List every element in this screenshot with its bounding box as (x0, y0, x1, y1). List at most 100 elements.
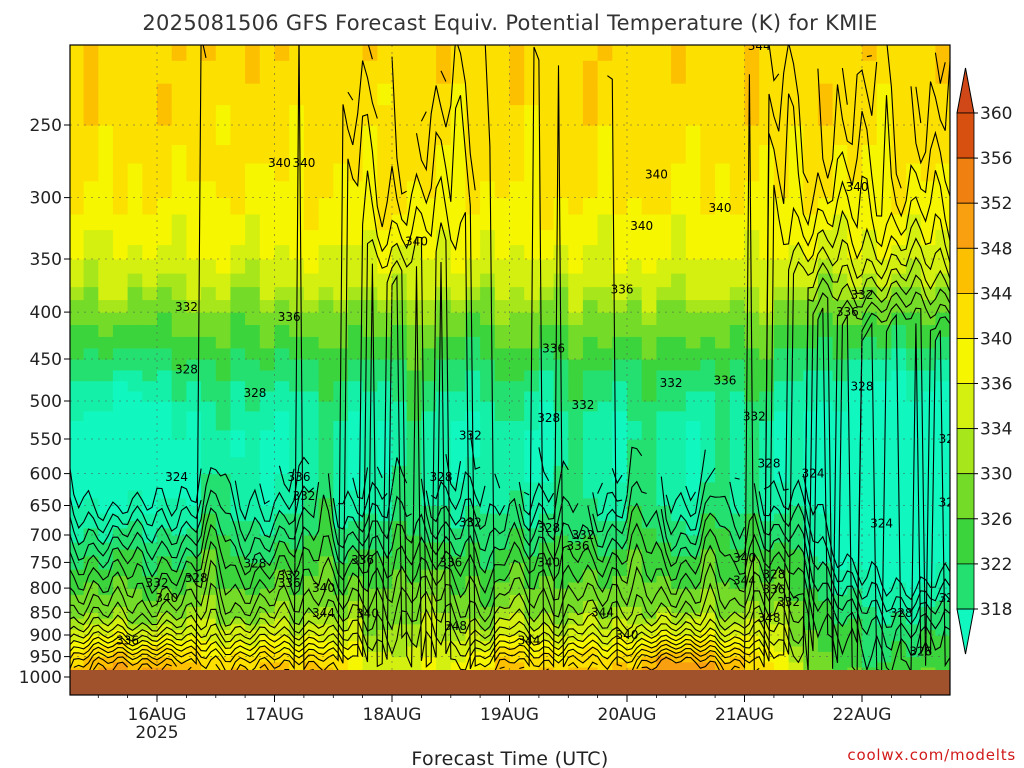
fill-cell (201, 401, 217, 412)
fill-cell (274, 581, 290, 589)
fill-cell (347, 104, 364, 126)
fill-cell (744, 324, 760, 337)
fill-cell (362, 666, 378, 673)
fill-cell (788, 575, 804, 583)
fill-cell (289, 125, 305, 145)
fill-cell (98, 635, 114, 642)
fill-cell (142, 144, 158, 164)
fill-cell (347, 520, 364, 529)
fill-cell (274, 542, 290, 550)
fill-cell (876, 549, 892, 557)
fill-cell (465, 569, 481, 577)
fill-cell (303, 535, 320, 543)
fill-cell (553, 640, 569, 647)
fill-cell (568, 656, 584, 663)
fill-cell (480, 618, 496, 625)
fill-cell (729, 618, 746, 625)
fill-cell (538, 429, 555, 440)
fill-cell (230, 390, 246, 402)
fill-cell (142, 600, 158, 607)
fill-cell (715, 549, 731, 557)
fill-cell (538, 661, 555, 668)
fill-cell (112, 370, 129, 382)
fill-cell (127, 429, 143, 440)
fill-cell (641, 286, 657, 301)
fill-cell (509, 420, 525, 431)
fill-cell (627, 125, 643, 145)
fill-cell (392, 163, 408, 182)
fill-cell (465, 197, 481, 215)
fill-cell (274, 213, 290, 231)
fill-cell (186, 606, 202, 613)
fill-cell (817, 429, 834, 440)
fill-cell (641, 197, 657, 215)
fill-cell (509, 410, 525, 421)
fill-cell (392, 549, 408, 557)
fill-cell (744, 473, 760, 483)
contour-label: 332 (851, 288, 874, 302)
fill-cell (421, 45, 437, 61)
fill-cell (715, 104, 731, 126)
fill-cell (362, 581, 378, 589)
fill-cell (127, 410, 143, 421)
fill-cell (582, 623, 599, 630)
fill-cell (862, 125, 878, 145)
contour-label: 340 (645, 167, 668, 181)
fill-cell (377, 312, 393, 325)
fill-cell (509, 380, 525, 392)
fill-cell (538, 45, 555, 61)
fill-cell (568, 588, 584, 595)
fill-cell (230, 473, 246, 483)
fill-cell (259, 359, 276, 371)
fill-cell (303, 542, 320, 550)
fill-cell (773, 456, 790, 466)
fill-cell (377, 273, 393, 288)
fill-cell (773, 527, 790, 536)
fill-cell (201, 640, 217, 647)
fill-cell (847, 651, 863, 658)
fill-cell (465, 213, 481, 231)
fill-cell (480, 447, 496, 458)
fill-cell (112, 144, 129, 164)
fill-cell (230, 370, 246, 382)
fill-cell (171, 370, 187, 382)
fill-cell (641, 666, 657, 673)
fill-cell (788, 555, 804, 564)
fill-cell (920, 623, 937, 630)
fill-cell (627, 594, 643, 601)
fill-cell (98, 336, 114, 349)
fill-cell (597, 347, 613, 360)
fill-cell (245, 447, 261, 458)
fill-cell (450, 555, 467, 564)
fill-cell (230, 420, 246, 431)
fill-cell (700, 401, 716, 412)
fill-cell (612, 520, 628, 529)
fill-cell (406, 520, 422, 529)
fill-cell (729, 401, 746, 412)
fill-cell (612, 606, 628, 613)
fill-cell (627, 380, 643, 392)
fill-cell (744, 581, 760, 589)
fill-cell (906, 549, 922, 557)
fill-cell (612, 312, 628, 325)
fill-cell (612, 629, 628, 636)
fill-cell (230, 244, 246, 260)
fill-cell (98, 180, 114, 199)
fill-cell (627, 83, 643, 106)
fill-cell (303, 125, 320, 145)
fill-cell (832, 390, 848, 402)
fill-cell (480, 197, 496, 215)
fill-cell (935, 410, 950, 421)
fill-cell (157, 549, 173, 557)
fill-cell (803, 555, 819, 564)
fill-cell (142, 612, 158, 619)
fill-cell (480, 410, 496, 421)
fill-cell (70, 505, 85, 514)
fill-cell (803, 535, 819, 543)
fill-cell (685, 456, 702, 466)
fill-cell (494, 465, 511, 475)
fill-cell (612, 569, 628, 577)
fill-cell (891, 635, 907, 642)
fill-cell (83, 646, 99, 652)
fill-cell (318, 125, 334, 145)
